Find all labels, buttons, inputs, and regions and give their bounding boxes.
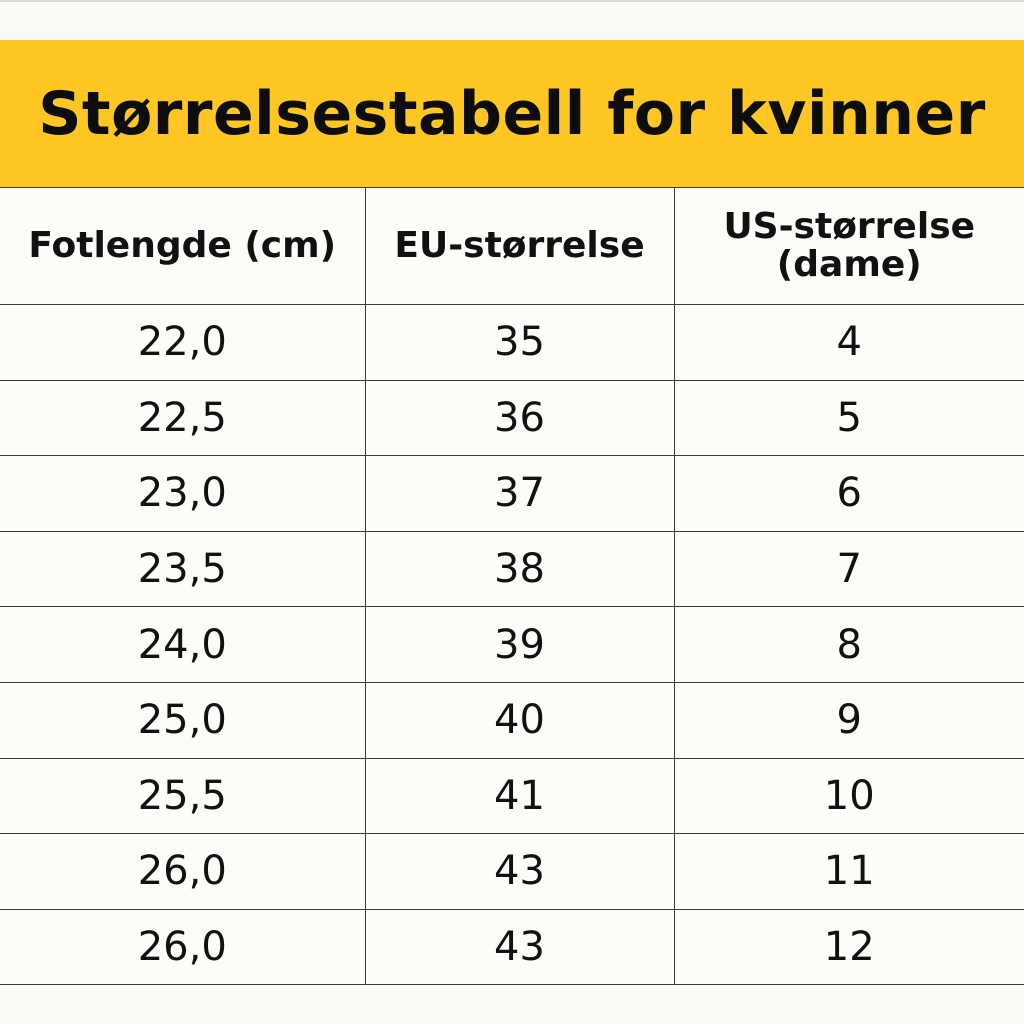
foot-length-cell: 22,0 xyxy=(0,304,366,381)
foot-length-cell: 26,0 xyxy=(0,833,366,910)
us-size-cell: 5 xyxy=(673,379,1024,457)
header-eu-size: EU-størrelse xyxy=(364,187,675,305)
eu-size-cell: 35 xyxy=(364,304,675,381)
table-row: 26,0 43 11 xyxy=(0,833,1024,910)
foot-length-cell: 25,0 xyxy=(0,681,366,759)
us-size-cell: 7 xyxy=(673,530,1024,608)
eu-size-cell: 41 xyxy=(364,757,675,835)
foot-length-cell: 25,5 xyxy=(0,757,366,835)
us-size-cell: 10 xyxy=(673,757,1024,835)
size-table: Fotlengde (cm) EU-størrelse US-størrelse… xyxy=(0,187,1024,986)
us-size-cell: 12 xyxy=(673,908,1024,986)
table-row: 22,5 36 5 xyxy=(0,379,1024,457)
us-size-cell: 9 xyxy=(673,681,1024,759)
table-row: 22,0 35 4 xyxy=(0,304,1024,381)
us-size-cell: 6 xyxy=(673,455,1024,532)
eu-size-cell: 37 xyxy=(364,455,675,532)
eu-size-cell: 43 xyxy=(364,908,675,986)
foot-length-cell: 23,0 xyxy=(0,455,366,532)
title-banner: Størrelsestabell for kvinner xyxy=(0,40,1024,187)
header-us-size: US-størrelse (dame) xyxy=(673,187,1024,305)
us-size-cell: 8 xyxy=(673,606,1024,683)
table-row: 25,0 40 9 xyxy=(0,681,1024,759)
foot-length-cell: 22,5 xyxy=(0,379,366,457)
table-row: 24,0 39 8 xyxy=(0,606,1024,683)
foot-length-cell: 26,0 xyxy=(0,908,366,986)
us-size-cell: 11 xyxy=(673,833,1024,910)
eu-size-cell: 39 xyxy=(364,606,675,683)
table-header-row: Fotlengde (cm) EU-størrelse US-størrelse… xyxy=(0,187,1024,305)
top-divider xyxy=(0,0,1024,2)
header-foot-length: Fotlengde (cm) xyxy=(0,187,366,305)
table-row: 23,0 37 6 xyxy=(0,455,1024,532)
table-row: 26,0 43 12 xyxy=(0,908,1024,986)
page-title: Størrelsestabell for kvinner xyxy=(38,78,986,149)
foot-length-cell: 24,0 xyxy=(0,606,366,683)
us-size-cell: 4 xyxy=(673,304,1024,381)
eu-size-cell: 38 xyxy=(364,530,675,608)
table-row: 25,5 41 10 xyxy=(0,757,1024,835)
foot-length-cell: 23,5 xyxy=(0,530,366,608)
table-row: 23,5 38 7 xyxy=(0,530,1024,608)
eu-size-cell: 43 xyxy=(364,833,675,910)
eu-size-cell: 40 xyxy=(364,681,675,759)
eu-size-cell: 36 xyxy=(364,379,675,457)
